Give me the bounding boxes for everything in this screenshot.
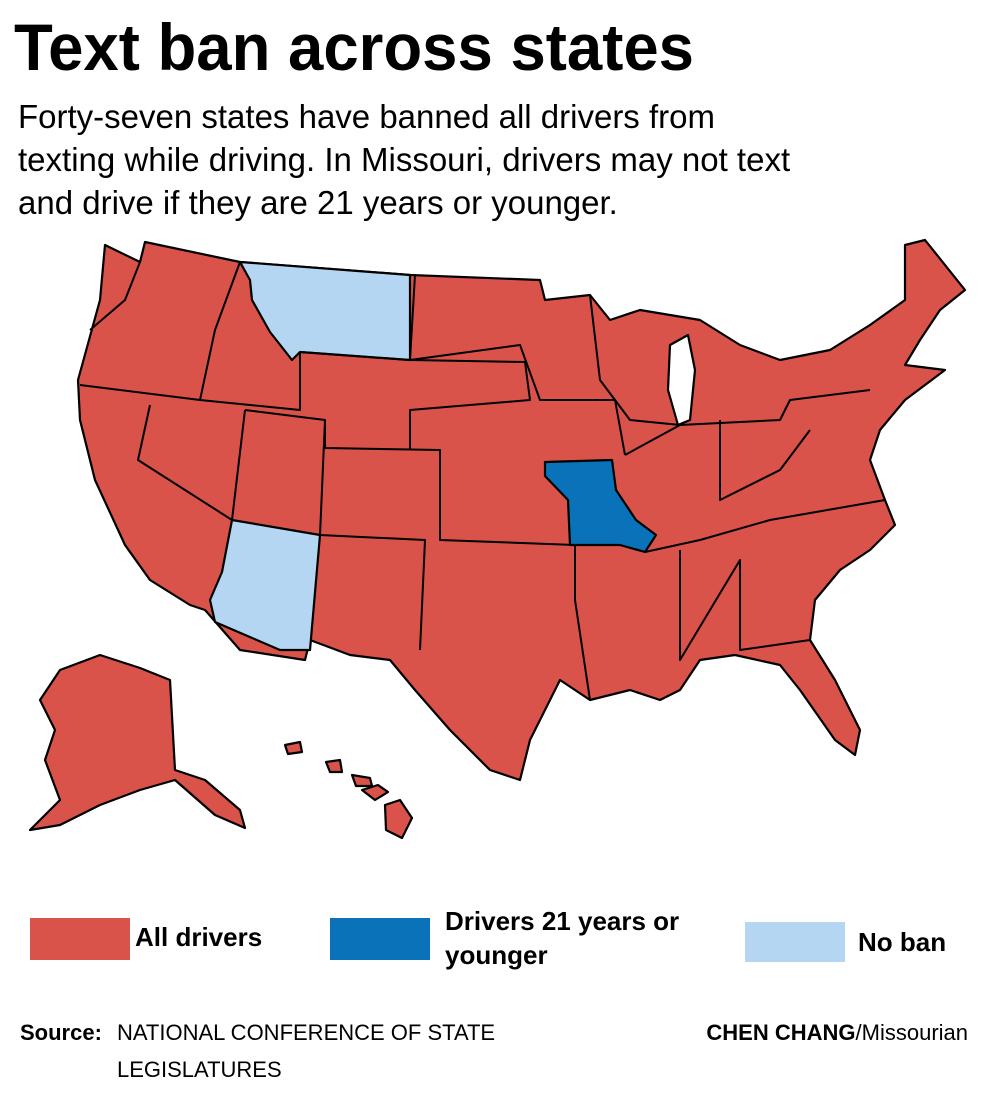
hawaii <box>360 783 390 802</box>
title: Text ban across states <box>14 10 694 84</box>
alaska <box>28 653 247 832</box>
hawaii <box>350 773 374 788</box>
state-border <box>89 261 141 331</box>
state-border <box>624 389 871 456</box>
hawaii <box>383 798 414 840</box>
legend-label: Drivers 21 years or <box>445 906 679 936</box>
legend-swatch <box>330 918 430 960</box>
description-line: texting while driving. In Missouri, driv… <box>18 141 790 178</box>
arizona <box>208 518 322 652</box>
source: NATIONAL CONFERENCE OF STATE <box>117 1020 495 1045</box>
state-border <box>199 274 416 411</box>
state-border <box>79 261 241 401</box>
legend-label: No ban <box>858 927 946 957</box>
state-border <box>589 294 681 426</box>
description-line: Forty-seven states have banned all drive… <box>18 98 715 135</box>
legend-label: All drivers <box>135 922 262 952</box>
state-border <box>644 499 886 553</box>
hawaii <box>324 758 344 774</box>
credit-outlet: /Missourian <box>856 1020 968 1045</box>
state-border <box>409 359 531 450</box>
state-border <box>719 420 811 501</box>
credit-name: CHEN CHANG <box>706 1020 855 1045</box>
state-border <box>137 404 246 521</box>
source: LEGISLATURES <box>117 1057 282 1082</box>
description-line: and drive if they are 21 years or younge… <box>18 184 618 221</box>
credit: CHEN CHANG/Missourian <box>706 1020 968 1045</box>
state-border <box>324 420 591 701</box>
legend-swatch <box>30 918 130 960</box>
map <box>28 238 967 840</box>
state-border <box>679 550 811 661</box>
hawaii <box>283 740 304 756</box>
source-prefix: Source: <box>20 1020 102 1045</box>
lake-michigan <box>666 333 697 427</box>
legend-swatch <box>745 922 845 962</box>
legend-label: younger <box>445 940 548 970</box>
state-border <box>409 275 626 456</box>
state-border <box>244 409 426 651</box>
